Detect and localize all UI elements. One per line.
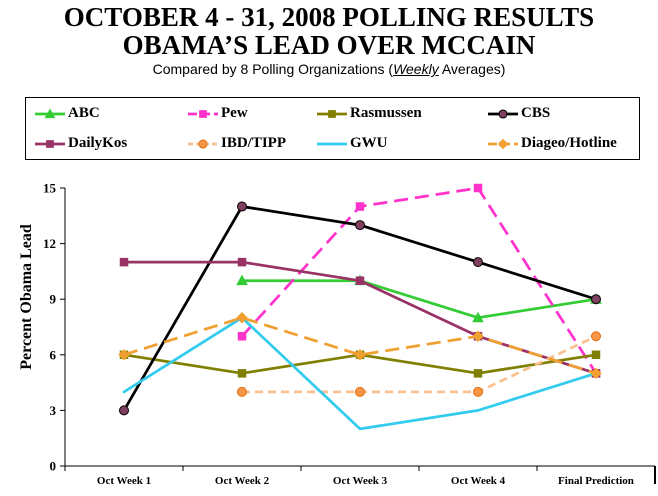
series-line-abc bbox=[240, 279, 598, 320]
x-tick-label: Oct Week 4 bbox=[451, 475, 506, 487]
legend-item-dailykos: DailyKos bbox=[35, 135, 127, 152]
series-gwu bbox=[122, 316, 598, 431]
data-point-diageo-hotline bbox=[472, 330, 484, 342]
data-point-dailykos bbox=[355, 276, 365, 285]
legend-marker-pew bbox=[199, 109, 207, 118]
legend-swatch-diageo-hotline bbox=[488, 138, 518, 149]
data-point-ibd-tipp bbox=[355, 386, 365, 397]
series-cbs bbox=[119, 201, 601, 416]
legend-label-diageo-hotline: Diageo/Hotline bbox=[521, 135, 617, 151]
series-ibd-tipp bbox=[237, 331, 601, 397]
legend-item-cbs: CBS bbox=[488, 105, 550, 122]
chart-legend: ABC Pew Rasmussen CBS DailyKos IBD/TIPP GWU Dia… bbox=[25, 97, 640, 160]
legend-swatch-pew bbox=[188, 109, 218, 118]
legend-swatch-dailykos bbox=[35, 139, 65, 148]
data-point-pew bbox=[473, 183, 483, 193]
data-point-pew bbox=[237, 332, 247, 341]
legend-item-rasmussen: Rasmussen bbox=[317, 105, 422, 122]
data-point-rasmussen bbox=[591, 350, 601, 360]
line-chart: 0 3 6 9 12 15 Oct Week 1 Oct Week 2 Oct Week 3 Oc… bbox=[18, 181, 656, 487]
legend-item-abc: ABC bbox=[35, 105, 100, 122]
data-point-cbs bbox=[355, 220, 365, 231]
legend-label-rasmussen: Rasmussen bbox=[350, 105, 422, 121]
legend-marker-rasmussen bbox=[328, 109, 336, 118]
data-point-ibd-tipp bbox=[237, 386, 247, 397]
data-point-diageo-hotline bbox=[590, 367, 602, 380]
chart-axes: 0 3 6 9 12 15 Oct Week 1 Oct Week 2 Oct Week 3 Oc… bbox=[18, 181, 656, 487]
y-tick-label: 6 bbox=[50, 347, 57, 362]
title-line-2: OBAMA’S LEAD OVER MCCAIN bbox=[122, 30, 536, 60]
y-tick-label: 15 bbox=[43, 181, 57, 196]
legend-item-diageo-hotline: Diageo/Hotline bbox=[488, 135, 617, 152]
data-point-diageo-hotline bbox=[118, 349, 130, 361]
plot-series bbox=[118, 183, 602, 431]
data-point-dailykos bbox=[237, 257, 247, 267]
series-line-ibd-tipp bbox=[242, 335, 597, 394]
y-tick-label: 12 bbox=[43, 236, 56, 251]
series-diageo-hotline bbox=[118, 312, 602, 380]
legend-label-abc: ABC bbox=[68, 105, 100, 121]
data-point-pew bbox=[355, 202, 365, 211]
legend-item-pew: Pew bbox=[188, 105, 248, 122]
series-line-gwu bbox=[122, 316, 598, 431]
series-line-diageo-hotline bbox=[123, 316, 597, 375]
x-tick-label: Final Prediction bbox=[558, 475, 634, 487]
x-tick-label: Oct Week 3 bbox=[333, 475, 388, 487]
legend-swatch-abc bbox=[35, 107, 65, 118]
data-point-diageo-hotline bbox=[236, 312, 248, 324]
legend-swatch-rasmussen bbox=[317, 109, 347, 118]
legend-label-ibd-tipp: IBD/TIPP bbox=[221, 135, 287, 151]
y-tick-label: 0 bbox=[50, 459, 57, 474]
title-line-1: OCTOBER 4 - 31, 2008 POLLING RESULTS bbox=[63, 2, 595, 32]
data-point-cbs bbox=[473, 257, 483, 268]
data-point-abc bbox=[472, 311, 484, 323]
subtitle-text-start: Compared by 8 Polling Organizations ( bbox=[152, 61, 394, 77]
data-point-dailykos bbox=[119, 257, 129, 267]
legend-item-ibd-tipp: IBD/TIPP bbox=[188, 135, 286, 152]
y-tick-label: 9 bbox=[50, 292, 57, 307]
data-point-ibd-tipp bbox=[473, 386, 483, 397]
data-point-rasmussen bbox=[237, 369, 247, 378]
legend-swatch-cbs bbox=[488, 108, 518, 119]
legend-swatch-gwu bbox=[317, 142, 347, 145]
legend-marker-cbs bbox=[498, 108, 508, 119]
legend-label-dailykos: DailyKos bbox=[68, 135, 128, 151]
legend-label-cbs: CBS bbox=[521, 105, 551, 121]
y-axis-title: Percent Obama Lead bbox=[18, 224, 35, 370]
data-point-abc bbox=[236, 274, 248, 286]
legend-item-gwu: GWU bbox=[317, 135, 388, 152]
legend-swatch-ibd-tipp bbox=[188, 138, 218, 149]
legend-marker-dailykos bbox=[46, 139, 54, 148]
y-tick-label: 3 bbox=[50, 403, 57, 418]
x-tick-label: Oct Week 2 bbox=[215, 475, 270, 487]
x-tick-label: Oct Week 1 bbox=[97, 475, 151, 487]
subtitle-emphasis: Weekly bbox=[393, 61, 439, 77]
data-point-cbs bbox=[237, 201, 247, 212]
chart-subtitle: Compared by 8 Polling Organizations (Wee… bbox=[0, 61, 658, 77]
legend-label-gwu: GWU bbox=[350, 135, 388, 151]
subtitle-text-end: Averages) bbox=[438, 61, 506, 77]
data-point-cbs bbox=[591, 294, 601, 305]
data-point-ibd-tipp bbox=[591, 331, 601, 342]
data-point-diageo-hotline bbox=[354, 349, 366, 361]
legend-marker-diageo-hotline bbox=[497, 138, 509, 149]
legend-label-pew: Pew bbox=[221, 105, 248, 121]
legend-marker-ibd-tipp bbox=[198, 138, 208, 149]
data-point-rasmussen bbox=[473, 369, 483, 378]
chart-title: OCTOBER 4 - 31, 2008 POLLING RESULTS OBA… bbox=[0, 3, 658, 59]
legend-marker-abc bbox=[44, 107, 56, 118]
data-point-cbs bbox=[119, 405, 129, 416]
series-line-cbs bbox=[122, 205, 598, 412]
